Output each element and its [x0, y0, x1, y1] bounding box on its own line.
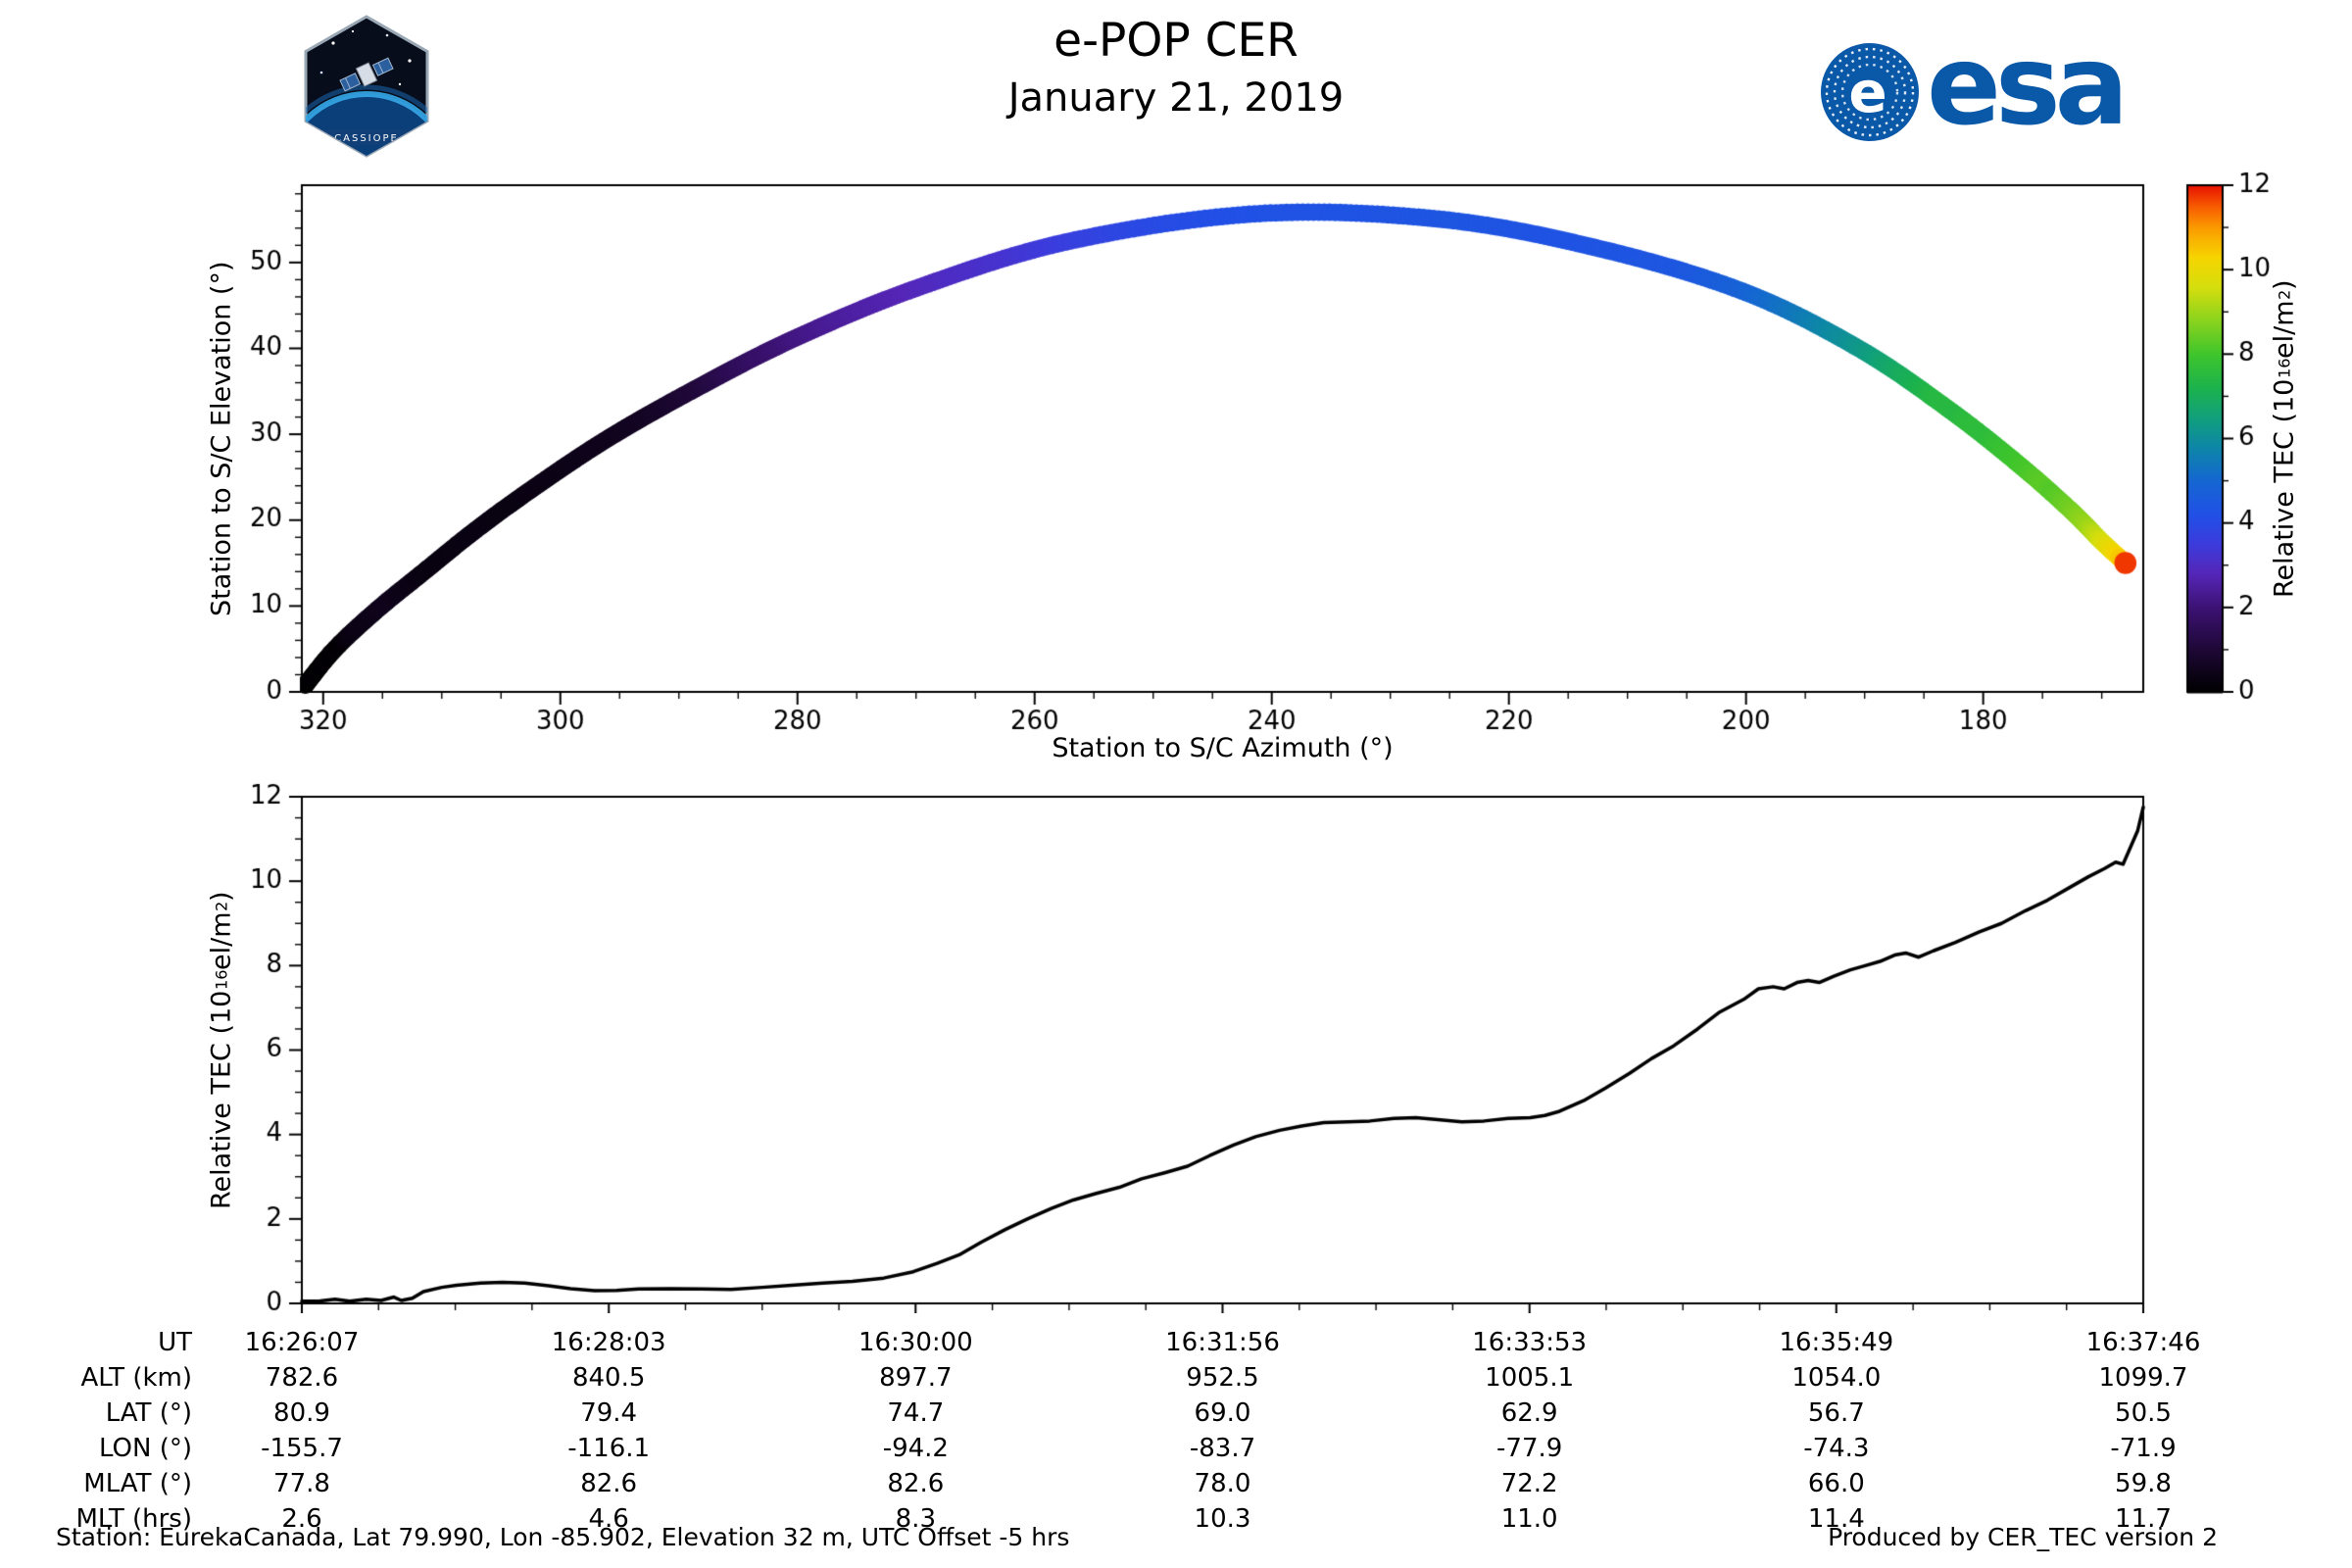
colorbar-label: Relative TEC (10 16 el/m 2) — [2269, 279, 2300, 598]
top-x-axis-label: Station to S/C Azimuth (°) — [1052, 733, 1394, 763]
table-cell: 80.9 — [273, 1398, 330, 1428]
table-cell: 74.7 — [887, 1398, 945, 1428]
table-row-label: UT — [158, 1328, 192, 1357]
produced-by: Produced by CER_TEC version 2 — [1828, 1523, 2218, 1551]
table-cell: 16:33:53 — [1472, 1328, 1588, 1357]
table-cell: 59.8 — [2115, 1469, 2172, 1498]
table-row-label: ALT (km) — [80, 1363, 192, 1393]
table-cell: 1099.7 — [2098, 1363, 2188, 1393]
table-cell: 82.6 — [580, 1469, 638, 1498]
table-cell: 11.7 — [2115, 1504, 2172, 1534]
table-cell: 77.8 — [273, 1469, 330, 1498]
table-cell: 72.2 — [1500, 1469, 1558, 1498]
table-cell: 782.6 — [265, 1363, 339, 1393]
table-cell: 66.0 — [1807, 1469, 1865, 1498]
table-cell: 16:30:00 — [858, 1328, 973, 1357]
table-cell: 952.5 — [1186, 1363, 1259, 1393]
table-cell: 16:28:03 — [551, 1328, 666, 1357]
table-row-label: MLT (hrs) — [75, 1504, 193, 1534]
tec-timeseries-chart — [0, 764, 2352, 1313]
top-y-axis-label: Station to S/C Elevation (°) — [206, 261, 237, 616]
table-cell: 10.3 — [1194, 1504, 1251, 1534]
table-cell: 16:31:56 — [1165, 1328, 1280, 1357]
table-cell: -77.9 — [1496, 1434, 1563, 1463]
table-cell: 840.5 — [571, 1363, 646, 1393]
table-cell: 16:37:46 — [2085, 1328, 2201, 1357]
esa-emblem-icon: e — [1821, 43, 1919, 141]
patch-satellite — [339, 57, 394, 92]
bottom-y-axis-label: Relative TEC (10 16 el/m 2) — [206, 891, 237, 1209]
table-cell: -83.7 — [1189, 1434, 1256, 1463]
table-row-label: LON (°) — [98, 1434, 192, 1463]
table-cell: 62.9 — [1500, 1398, 1558, 1428]
table-cell: 897.7 — [879, 1363, 953, 1393]
table-row-label: MLAT (°) — [83, 1469, 192, 1498]
table-cell: -74.3 — [1803, 1434, 1870, 1463]
table-row-label: LAT (°) — [105, 1398, 192, 1428]
table-cell: 11.4 — [1807, 1504, 1865, 1534]
table-cell: -94.2 — [882, 1434, 949, 1463]
table-cell: 1054.0 — [1791, 1363, 1882, 1393]
table-cell: 4.6 — [588, 1504, 629, 1534]
station-info: Station: EurekaCanada, Lat 79.990, Lon -… — [56, 1523, 1070, 1551]
table-cell: 16:35:49 — [1779, 1328, 1894, 1357]
table-cell: 50.5 — [2115, 1398, 2172, 1428]
table-cell: -155.7 — [261, 1434, 343, 1463]
table-cell: 16:26:07 — [244, 1328, 360, 1357]
table-cell: 79.4 — [580, 1398, 638, 1428]
elevation-azimuth-chart — [0, 118, 2352, 784]
table-cell: 11.0 — [1500, 1504, 1558, 1534]
table-cell: 2.6 — [281, 1504, 322, 1534]
table-cell: 1005.1 — [1485, 1363, 1575, 1393]
svg-text:e: e — [1848, 59, 1886, 125]
table-cell: -116.1 — [567, 1434, 651, 1463]
table-cell: 78.0 — [1194, 1469, 1251, 1498]
table-cell: 56.7 — [1807, 1398, 1865, 1428]
table-cell: 82.6 — [887, 1469, 945, 1498]
table-cell: 69.0 — [1194, 1398, 1251, 1428]
table-cell: 8.3 — [895, 1504, 936, 1534]
table-cell: -71.9 — [2110, 1434, 2177, 1463]
